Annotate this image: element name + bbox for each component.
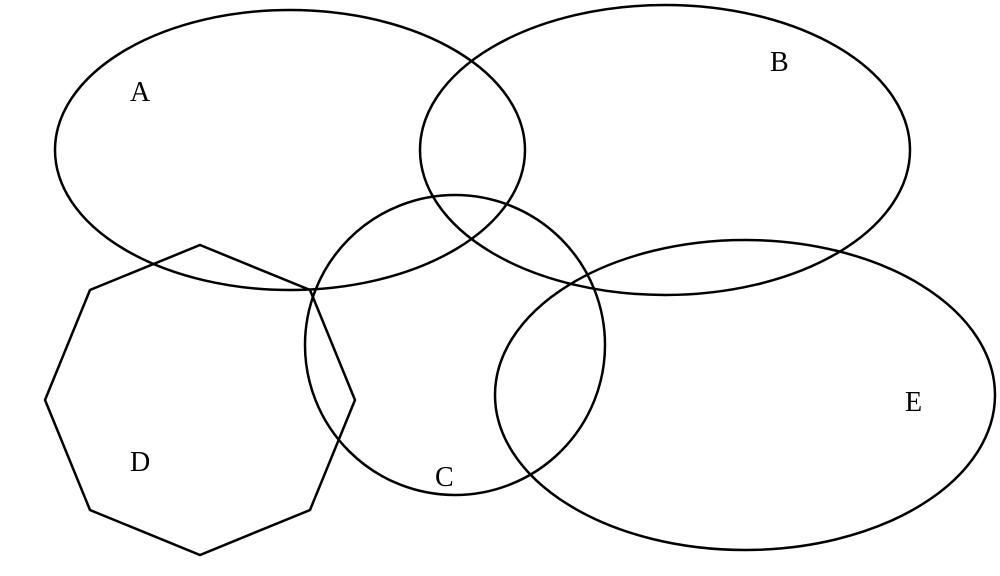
- label-c: C: [435, 462, 454, 494]
- shape-a-ellipse: [55, 10, 525, 290]
- shape-c-circle: [305, 195, 605, 495]
- label-e: E: [905, 387, 922, 419]
- label-d: D: [130, 447, 150, 479]
- label-b: B: [770, 47, 789, 79]
- label-a: A: [130, 77, 150, 109]
- shape-d-octagon: [45, 245, 355, 555]
